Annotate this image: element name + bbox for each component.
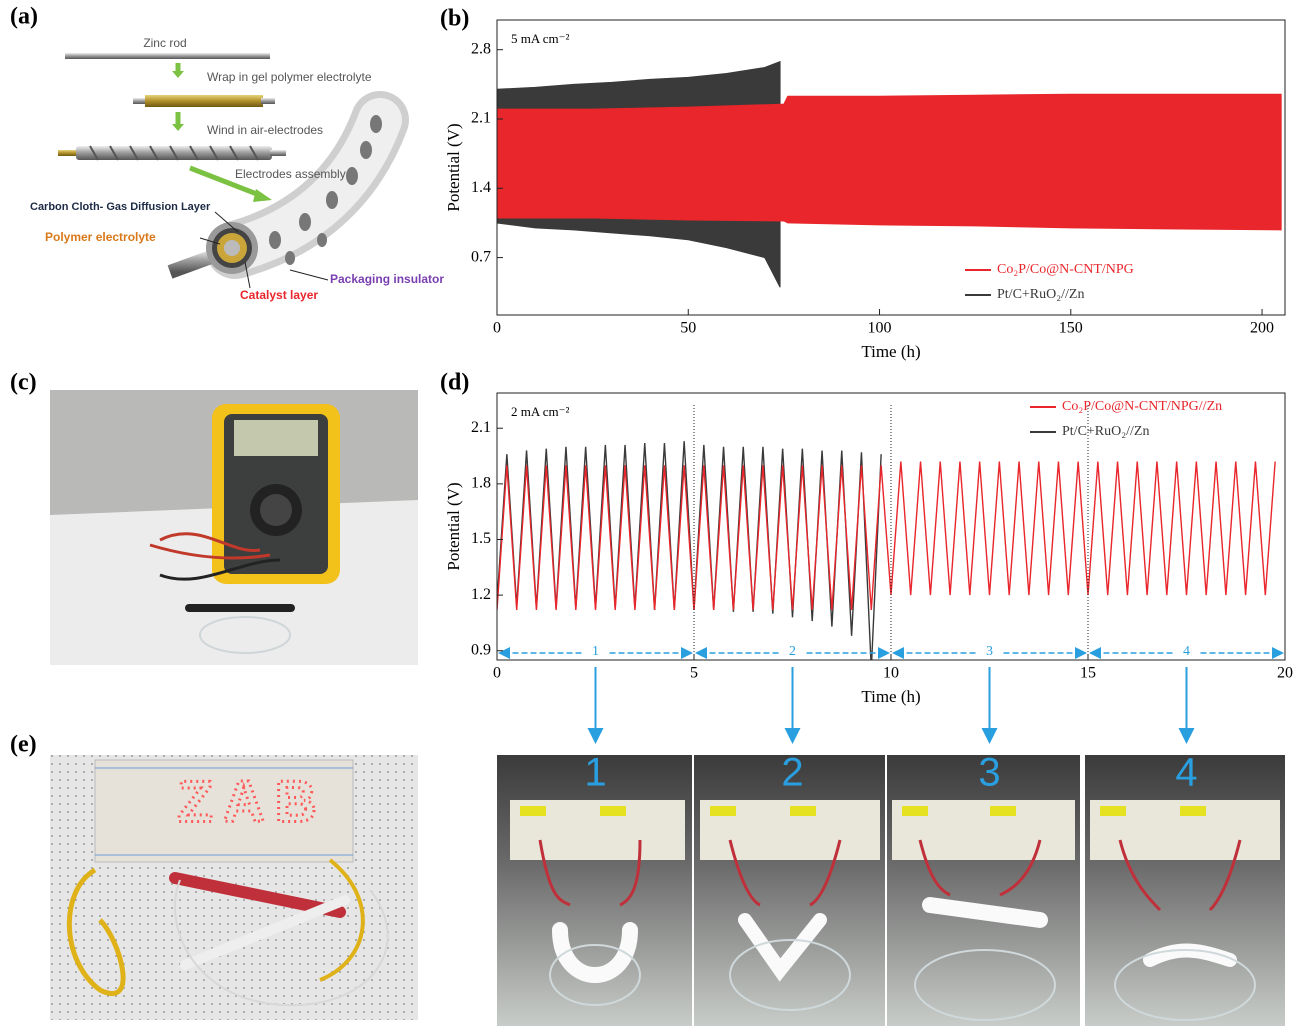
layer-label: Carbon Cloth- Gas Diffusion Layer bbox=[30, 201, 211, 213]
zinc-rod bbox=[65, 53, 270, 59]
step-label: Zinc rod bbox=[143, 36, 186, 50]
photo-stage-label: 3 bbox=[978, 751, 1000, 795]
plot-area bbox=[497, 441, 1276, 660]
x-tick-label: 200 bbox=[1250, 320, 1274, 337]
panel-label: (d) bbox=[440, 370, 469, 396]
step-label: Wrap in gel polymer electrolyte bbox=[207, 70, 372, 84]
winding bbox=[89, 145, 259, 161]
pointer bbox=[214, 211, 239, 233]
step-label: Electrodes assembly bbox=[235, 167, 346, 181]
layer-label: Polymer electrolyte bbox=[45, 230, 156, 244]
schematic: Zinc rod Wrap in gel polymer electrolyte… bbox=[30, 36, 444, 302]
step-label: Wind in air-electrodes bbox=[207, 123, 323, 137]
chart: 0 50 100 150 200 0.7 1.4 2.1 2.8 Time (h) Potentia… bbox=[444, 19, 1286, 361]
x-tick-label: 50 bbox=[680, 320, 696, 337]
photo-stage-label: 4 bbox=[1175, 751, 1197, 795]
x-tick-label: 0 bbox=[493, 320, 501, 337]
y-tick-label: 1.8 bbox=[471, 475, 491, 492]
cycling-line bbox=[497, 461, 1276, 610]
y-tick-label: 1.2 bbox=[471, 586, 491, 603]
y-tick-label: 1.4 bbox=[471, 179, 491, 196]
holes bbox=[269, 115, 382, 265]
x-tick-label: 0 bbox=[493, 665, 501, 682]
arrow bbox=[172, 71, 184, 78]
x-tick-label: 10 bbox=[883, 665, 899, 682]
chart: 1 1 2 2 3 3 4 4 0 5 10 15 20 0.9 1.2 1.5 1.8 2.1 Time (h) P… bbox=[444, 392, 1293, 795]
photo-strip bbox=[497, 755, 1285, 1026]
plot-area bbox=[497, 60, 1282, 288]
rod-end bbox=[133, 98, 147, 104]
annotation: 2 mA cm⁻² bbox=[511, 404, 570, 419]
photo-stage-label: 1 bbox=[584, 751, 606, 795]
x-axis-label: Time (h) bbox=[861, 687, 920, 706]
y-tick-label: 0.9 bbox=[471, 641, 491, 658]
panel-label: (c) bbox=[10, 370, 37, 396]
arrow bbox=[189, 165, 263, 199]
pointer bbox=[289, 269, 329, 281]
cycling-band bbox=[497, 93, 1282, 231]
annotation: 5 mA cm⁻² bbox=[511, 31, 570, 46]
segment-label: 1 bbox=[592, 644, 599, 659]
legend-label: Pt/C+RuO₂//Zn bbox=[1062, 424, 1149, 439]
segment-label: 2 bbox=[789, 644, 796, 659]
gel-rod bbox=[145, 95, 263, 107]
led-text: ZAB bbox=[177, 769, 326, 834]
x-tick-label: 100 bbox=[868, 320, 892, 337]
photo-stage-label: 2 bbox=[781, 751, 803, 795]
legend-label: Pt/C+RuO₂//Zn bbox=[997, 287, 1084, 302]
panel-label: (b) bbox=[440, 6, 469, 32]
legend-label: Co₂P/Co@N-CNT/NPG bbox=[997, 262, 1134, 277]
rod-end bbox=[261, 98, 275, 104]
x-tick-label: 150 bbox=[1059, 320, 1083, 337]
photo-multimeter bbox=[50, 390, 418, 665]
segment-label: 4 bbox=[1183, 644, 1190, 659]
panel-label: (e) bbox=[10, 732, 37, 758]
segment-label: 3 bbox=[986, 644, 993, 659]
rod-end bbox=[270, 150, 286, 156]
x-axis-label: Time (h) bbox=[861, 342, 920, 361]
y-tick-label: 2.1 bbox=[471, 110, 491, 127]
y-tick-label: 2.8 bbox=[471, 40, 491, 57]
pointer bbox=[199, 237, 221, 245]
x-tick-label: 5 bbox=[690, 665, 698, 682]
plot-frame bbox=[496, 392, 1286, 661]
y-tick-label: 2.1 bbox=[471, 419, 491, 436]
layer-label: Catalyst layer bbox=[240, 288, 318, 302]
arrow bbox=[172, 124, 184, 131]
legend-label: Co₂P/Co@N-CNT/NPG//Zn bbox=[1062, 399, 1222, 414]
y-axis-label: Potential (V) bbox=[444, 123, 463, 211]
layer-label: Packaging insulator bbox=[330, 272, 444, 286]
plot-frame bbox=[496, 19, 1286, 316]
x-tick-label: 20 bbox=[1277, 665, 1293, 682]
x-tick-label: 15 bbox=[1080, 665, 1096, 682]
y-tick-label: 1.5 bbox=[471, 530, 491, 547]
y-tick-label: 0.7 bbox=[471, 248, 491, 265]
pointer bbox=[244, 261, 251, 289]
rod-end bbox=[58, 150, 78, 156]
cycling-line bbox=[497, 441, 882, 660]
panel-label: (a) bbox=[10, 4, 38, 30]
arrow bbox=[253, 189, 272, 202]
cross-section bbox=[224, 240, 240, 256]
photo-led: ZAB bbox=[50, 755, 418, 1020]
y-axis-label: Potential (V) bbox=[444, 482, 463, 570]
